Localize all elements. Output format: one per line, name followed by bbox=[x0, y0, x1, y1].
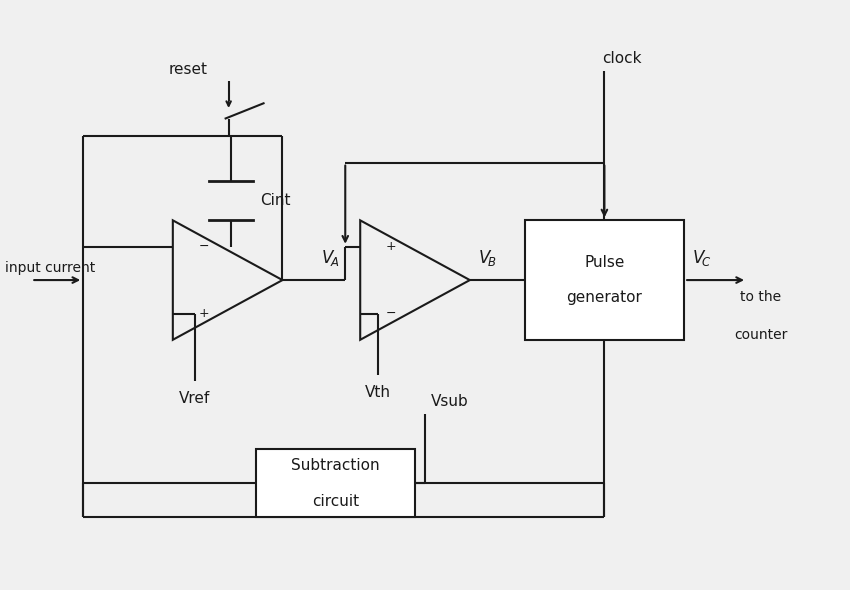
Text: Vth: Vth bbox=[366, 385, 391, 400]
Text: circuit: circuit bbox=[312, 493, 359, 509]
Text: Pulse: Pulse bbox=[584, 255, 625, 270]
Text: $\mathit{V}_{\!\mathit{B}}$: $\mathit{V}_{\!\mathit{B}}$ bbox=[478, 248, 496, 268]
Text: +: + bbox=[386, 240, 396, 253]
Text: +: + bbox=[198, 307, 209, 320]
Text: Subtraction: Subtraction bbox=[291, 458, 380, 473]
Text: reset: reset bbox=[169, 61, 208, 77]
Text: Cint: Cint bbox=[261, 193, 291, 208]
Text: generator: generator bbox=[566, 290, 643, 306]
Text: counter: counter bbox=[734, 328, 788, 342]
Text: −: − bbox=[386, 307, 396, 320]
Bar bbox=[524, 220, 684, 340]
Text: −: − bbox=[198, 240, 209, 253]
Text: input current: input current bbox=[5, 261, 96, 275]
Text: Vref: Vref bbox=[179, 391, 211, 406]
Text: to the: to the bbox=[740, 290, 781, 304]
Text: $\mathit{V}_{\!\mathit{A}}$: $\mathit{V}_{\!\mathit{A}}$ bbox=[320, 248, 339, 268]
Text: clock: clock bbox=[603, 51, 642, 66]
Bar bbox=[256, 449, 415, 517]
Text: $\mathit{V}_{\!\mathit{C}}$: $\mathit{V}_{\!\mathit{C}}$ bbox=[692, 248, 711, 268]
Text: Vsub: Vsub bbox=[431, 395, 468, 409]
